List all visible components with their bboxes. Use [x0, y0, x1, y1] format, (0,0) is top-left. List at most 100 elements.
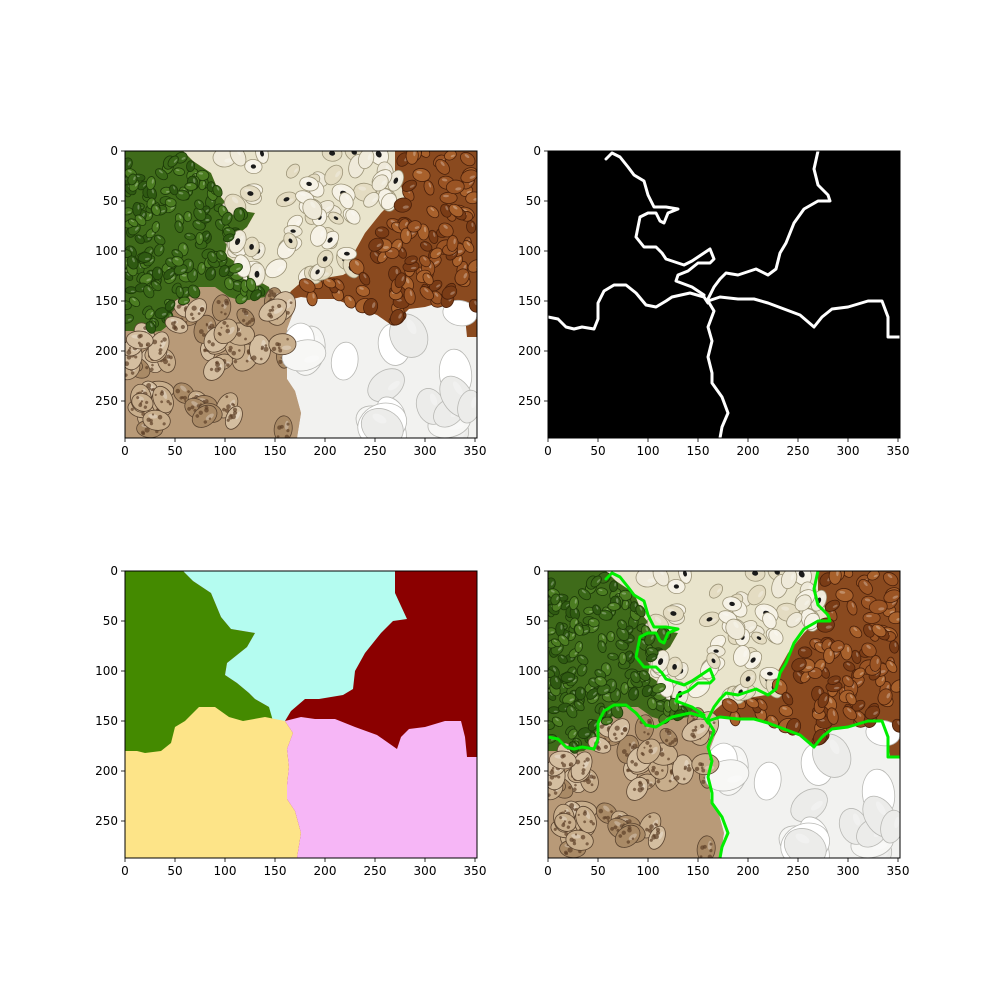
bean — [144, 308, 155, 320]
bean — [164, 197, 177, 208]
x-tick-label: 250 — [787, 444, 810, 458]
bean — [817, 692, 830, 709]
x-tick: 100 — [637, 438, 659, 458]
bean — [647, 825, 666, 850]
y-tick: 200 — [95, 344, 125, 358]
x-tick: 300 — [414, 858, 436, 878]
bean — [244, 158, 263, 175]
x-tick: 50 — [590, 438, 606, 458]
bean — [243, 236, 260, 258]
y-tick: 200 — [518, 344, 548, 358]
axes-frame — [547, 570, 901, 859]
bean — [667, 578, 686, 595]
x-tick-label: 0 — [121, 444, 129, 458]
y-tick-label: 0 — [110, 144, 118, 158]
bean — [316, 249, 334, 268]
bean — [134, 234, 145, 245]
y-tick-label: 100 — [518, 244, 541, 258]
label-green-region — [125, 571, 281, 769]
bean — [607, 652, 619, 661]
bean — [205, 267, 217, 281]
bean — [635, 604, 646, 618]
bean — [229, 151, 247, 167]
bean — [380, 192, 397, 210]
axes-frame — [124, 570, 478, 859]
bean — [125, 207, 134, 216]
y-tick: 100 — [95, 244, 125, 258]
bean — [576, 654, 589, 666]
bean — [756, 698, 768, 711]
bean — [407, 220, 422, 233]
y-tick: 0 — [110, 144, 125, 158]
bean — [590, 575, 602, 588]
bean — [778, 705, 794, 717]
bean — [213, 318, 239, 345]
bean — [880, 809, 900, 844]
y-tick-label: 200 — [95, 764, 118, 778]
y-tick: 150 — [95, 714, 125, 728]
bean — [885, 660, 898, 673]
bean — [183, 211, 193, 223]
boundary-segment — [706, 299, 730, 438]
bean — [762, 612, 777, 630]
bean — [699, 611, 720, 627]
bean — [555, 622, 565, 637]
bean — [636, 738, 662, 765]
y-tick: 150 — [95, 294, 125, 308]
bean — [549, 750, 577, 770]
bean — [626, 776, 649, 801]
bean — [444, 151, 457, 161]
bean — [197, 262, 206, 275]
overlay-boundary-lines — [548, 571, 900, 858]
y-tick: 250 — [518, 394, 548, 408]
bean — [574, 624, 584, 636]
bean — [132, 202, 142, 217]
bean — [830, 640, 845, 653]
bean — [619, 589, 633, 601]
x-tick: 50 — [167, 438, 183, 458]
bean — [283, 232, 298, 250]
x-tick: 250 — [364, 438, 386, 458]
x-tick-label: 350 — [887, 864, 910, 878]
bean — [709, 583, 723, 599]
bean — [404, 255, 418, 265]
y-tick: 0 — [533, 564, 548, 578]
bean — [167, 155, 179, 168]
bean — [330, 341, 359, 381]
x-tick-label: 250 — [787, 864, 810, 878]
bean — [426, 205, 440, 219]
bean — [333, 278, 345, 291]
bean — [211, 294, 232, 322]
bean — [403, 287, 416, 305]
bean — [153, 243, 165, 257]
bean — [842, 675, 854, 688]
x-tick-label: 150 — [687, 444, 710, 458]
bean — [573, 700, 585, 712]
boundary-segment — [706, 151, 832, 301]
x-tick: 350 — [464, 438, 486, 458]
y-tick: 100 — [95, 664, 125, 678]
boundary-segment — [604, 571, 716, 717]
bean-texture-layer — [548, 571, 900, 858]
bean — [151, 221, 161, 233]
y-tick-label: 0 — [533, 564, 541, 578]
bean — [607, 718, 630, 743]
label-pinto-region — [125, 707, 301, 858]
bean — [422, 272, 434, 286]
x-tick-label: 300 — [837, 444, 860, 458]
y-tick: 50 — [526, 614, 548, 628]
x-tick: 250 — [364, 858, 387, 878]
bean — [152, 385, 174, 414]
bean — [574, 686, 587, 701]
bean — [812, 733, 852, 778]
bean — [224, 277, 235, 291]
y-tick: 200 — [518, 764, 548, 778]
bean — [249, 334, 271, 365]
bean — [441, 285, 458, 300]
x-tick-label: 250 — [364, 864, 387, 878]
boundary-segment — [548, 283, 710, 331]
bean — [574, 641, 584, 653]
y-tick-label: 0 — [533, 144, 541, 158]
bean — [562, 693, 576, 705]
bean — [596, 587, 608, 596]
